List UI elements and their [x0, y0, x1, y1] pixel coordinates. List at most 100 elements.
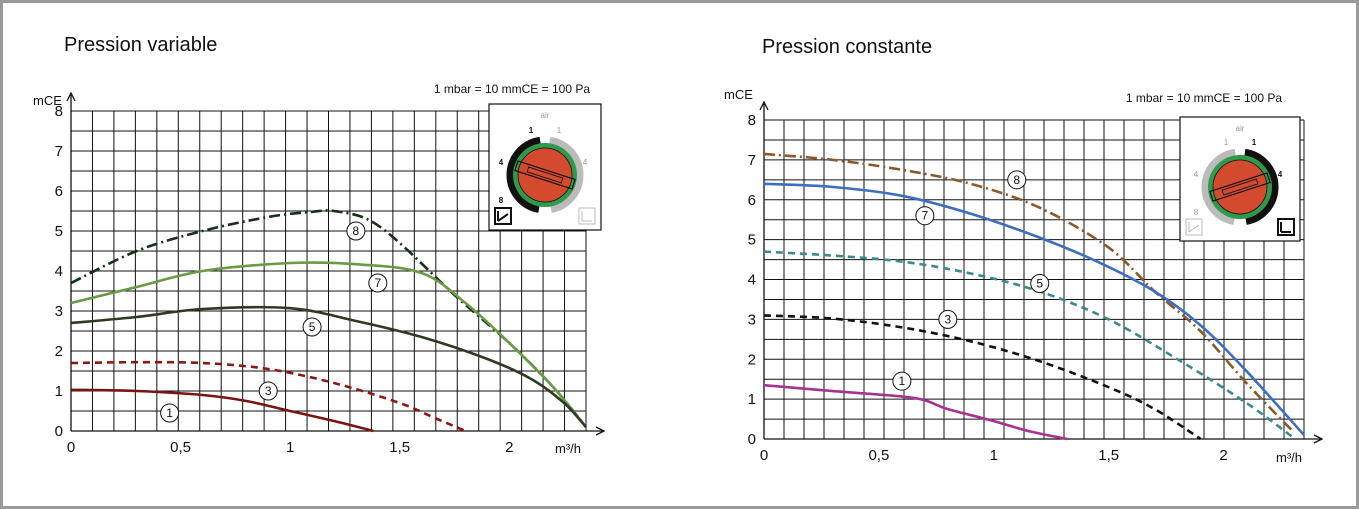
y-tick-label: 7 — [748, 152, 756, 169]
x-tick-label: 1,5 — [389, 439, 410, 456]
y-tick-label: 8 — [55, 103, 63, 120]
pump-setting-dial: 1 4 8 4 1 air — [488, 103, 602, 231]
y-tick-label: 3 — [748, 311, 756, 328]
curve-label-circle — [1007, 170, 1027, 190]
dial-scale-left — [506, 136, 541, 213]
x-tick-label: 2 — [505, 439, 513, 456]
dial-number: 1 — [1252, 138, 1257, 147]
x-tick-label: 1,5 — [1098, 447, 1119, 464]
y-tick-label: 8 — [748, 112, 756, 129]
dial-knob — [1212, 159, 1268, 215]
dial-scale-right — [549, 136, 584, 213]
y-axis-label: mCE — [33, 93, 62, 108]
dial-number: 4 — [499, 158, 504, 167]
dial-pointer — [1209, 172, 1271, 202]
dial-knob — [517, 147, 573, 203]
curve-label-circle — [915, 206, 935, 226]
unit-conversion-note: 1 mbar = 10 mmCE = 100 Pa — [434, 82, 590, 96]
dial-number: 8 — [499, 196, 504, 205]
x-axis-arrow — [1313, 434, 1324, 444]
curve-label-3: 3 — [944, 312, 951, 326]
curve-label-circle — [892, 371, 912, 391]
x-tick-label: 1 — [286, 439, 294, 456]
y-tick-label: 0 — [748, 431, 756, 448]
variable-pressure-icon-glyph — [1188, 222, 1200, 233]
dial-scale-left — [1201, 148, 1236, 225]
dial-slot — [514, 160, 576, 190]
y-tick-label: 6 — [55, 183, 63, 200]
x-axis-label: m³/h — [1276, 450, 1302, 465]
curve-label-3: 3 — [265, 384, 272, 398]
constant-pressure-icon — [578, 207, 596, 225]
chart-title-constant: Pression constante — [762, 36, 933, 58]
curve-label-5: 5 — [309, 320, 316, 334]
y-tick-label: 3 — [55, 303, 63, 320]
curve-label-circle — [302, 317, 322, 337]
y-tick-label: 1 — [748, 391, 756, 408]
curve-series-1 — [70, 388, 374, 433]
curve-series-3 — [70, 360, 467, 433]
y-tick-label: 4 — [55, 263, 63, 280]
y-axis-arrow — [759, 100, 769, 111]
unit-conversion-note: 1 mbar = 10 mmCE = 100 Pa — [1126, 91, 1282, 105]
y-axis-label: mCE — [724, 87, 753, 102]
chart-1: 0 1 2 3 4 5 6 7 8 0 0,5 1 1,5 2 mCE m³/h 1 mbar = 10 mmC… — [724, 87, 1324, 465]
x-tick-label: 0,5 — [868, 447, 889, 464]
dial-number: 4 — [583, 158, 588, 167]
curve-label-5: 5 — [1036, 276, 1043, 290]
dial-slot — [1209, 172, 1271, 202]
curve-label-circle — [258, 381, 278, 401]
dial-air-caption: air — [1236, 124, 1245, 133]
dial-slot-inner — [1221, 178, 1259, 196]
curve-series-7 — [70, 261, 588, 428]
x-tick-label: 0 — [67, 439, 75, 456]
y-tick-label: 2 — [748, 351, 756, 368]
chart-title-variable: Pression variable — [64, 34, 218, 56]
dial-slot-inner — [526, 166, 564, 184]
curve-label-circle — [160, 403, 180, 423]
dial-pointer — [514, 160, 576, 190]
x-tick-label: 0,5 — [170, 439, 191, 456]
dial-scale-right — [1244, 148, 1279, 225]
constant-pressure-icon-glyph — [581, 211, 592, 222]
curve-series-8 — [763, 152, 1294, 432]
y-tick-label: 1 — [55, 383, 63, 400]
variable-pressure-icon — [1185, 218, 1203, 236]
y-tick-label: 7 — [55, 143, 63, 160]
curve-series-3 — [763, 314, 1202, 441]
dial-number: 1 — [557, 126, 562, 135]
y-tick-label: 2 — [55, 343, 63, 360]
curve-label-7: 7 — [374, 276, 381, 290]
dial-number: 4 — [1278, 170, 1283, 179]
curve-label-circle — [368, 273, 388, 293]
curve-series-7 — [763, 182, 1305, 436]
chart-0: 0 1 2 3 4 5 6 7 8 0 0,5 1 1,5 2 mCE m³/h 1 mbar = 10 mmC… — [33, 82, 606, 456]
curve-series-1 — [763, 383, 1068, 441]
curve-label-1: 1 — [166, 406, 173, 420]
variable-pressure-icon-glyph — [497, 211, 509, 222]
dial-number: 1 — [1224, 138, 1229, 147]
curve-label-7: 7 — [922, 209, 929, 223]
dial-number: 4 — [1194, 170, 1199, 179]
curve-label-8: 8 — [1013, 173, 1020, 187]
pump-setting-dial: 1 4 8 4 1 air — [1179, 116, 1301, 242]
constant-pressure-icon-glyph — [1280, 222, 1291, 233]
curve-label-circle — [346, 221, 366, 241]
y-tick-label: 6 — [748, 192, 756, 209]
y-axis-arrow — [66, 91, 76, 102]
x-tick-label: 1 — [990, 447, 998, 464]
x-tick-label: 0 — [760, 447, 768, 464]
dial-air-caption: air — [541, 111, 550, 120]
curve-label-1: 1 — [899, 374, 906, 388]
x-axis-arrow — [595, 426, 606, 436]
curve-label-circle — [938, 309, 958, 329]
x-axis-label: m³/h — [555, 441, 581, 456]
y-tick-label: 5 — [748, 232, 756, 249]
x-tick-label: 2 — [1219, 447, 1227, 464]
y-tick-label: 0 — [55, 423, 63, 440]
curve-series-5 — [70, 305, 587, 428]
plot-grid — [763, 119, 1305, 440]
curve-label-8: 8 — [353, 224, 360, 238]
